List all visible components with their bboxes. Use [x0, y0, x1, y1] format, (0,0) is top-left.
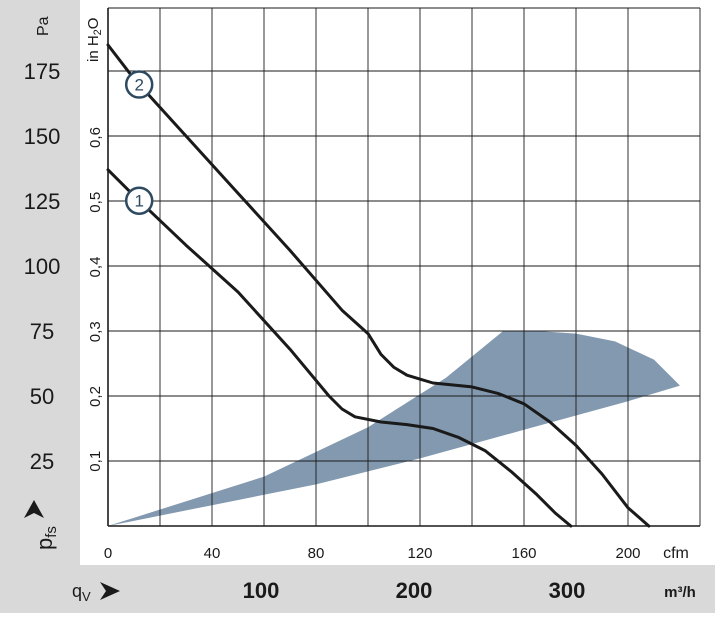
y-tick-inh2o: 0,1: [87, 451, 104, 472]
y-tick-inh2o: 0,4: [87, 257, 104, 278]
y-tick-pa: 100: [24, 254, 61, 279]
x-tick-cfm: 80: [308, 545, 325, 562]
x-tick-cfm: 40: [204, 545, 221, 562]
y-tick-inh2o: 0,2: [87, 386, 104, 407]
x-tick-cfm: 120: [407, 545, 432, 562]
y-tick-inh2o: 0,3: [87, 321, 104, 342]
x-tick-m3h: 300: [549, 578, 586, 603]
x-unit-m3h: m³/h: [664, 584, 696, 601]
y-tick-pa: 150: [24, 124, 61, 149]
x-tick-cfm: 160: [511, 545, 536, 562]
curve-marker-label-1: 1: [134, 192, 143, 211]
y-tick-pa: 175: [24, 59, 61, 84]
y-tick-pa: 75: [30, 319, 54, 344]
x-unit-cfm: cfm: [663, 545, 689, 562]
left-axis-panel: [0, 0, 80, 565]
curve-marker-label-2: 2: [134, 76, 143, 95]
y-tick-pa: 50: [30, 384, 54, 409]
y-tick-inh2o: 0,6: [87, 127, 104, 148]
y-unit-inh2o: in H2O: [85, 18, 104, 62]
x-tick-cfm: 200: [615, 545, 640, 562]
x-tick-m3h: 200: [396, 578, 433, 603]
y-unit-pa: Pa: [35, 16, 52, 36]
x-tick-cfm: 0: [104, 545, 112, 562]
x-tick-m3h: 100: [243, 578, 280, 603]
y-tick-pa: 125: [24, 189, 61, 214]
y-tick-pa: 25: [30, 449, 54, 474]
y-tick-inh2o: 0,5: [87, 192, 104, 213]
